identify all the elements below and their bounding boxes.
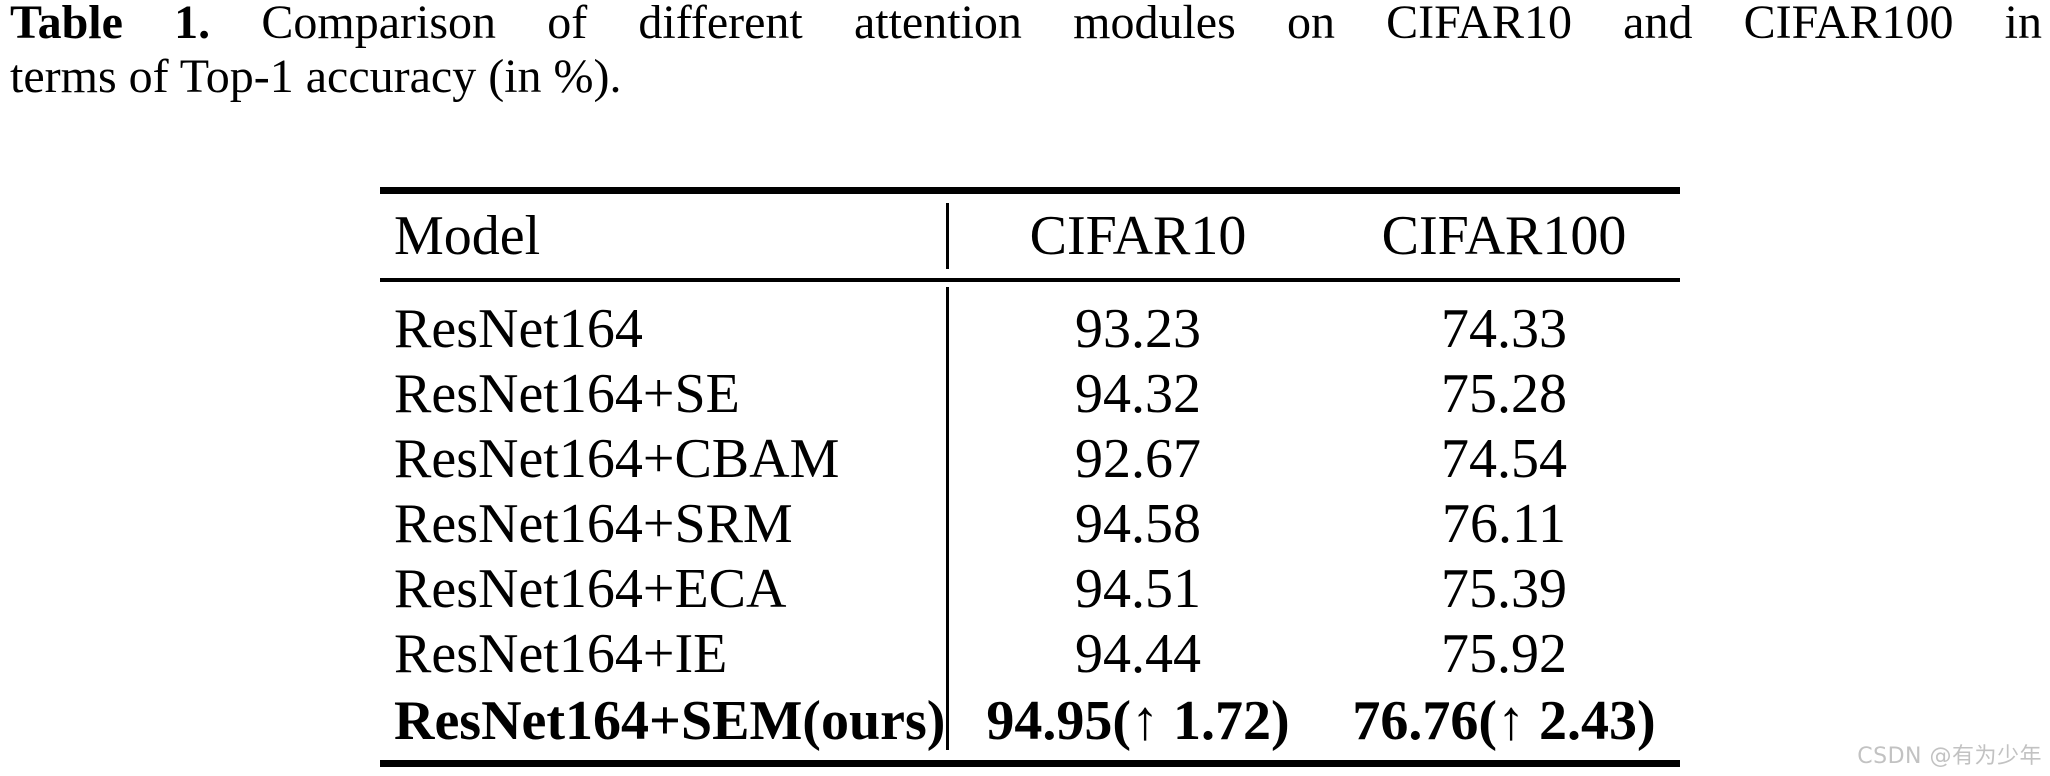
table-top-rule: [380, 187, 1680, 194]
table-mid-rule: [380, 278, 1680, 282]
cifar100-cell: 76.11: [1442, 492, 1566, 555]
cifar10-cell: 94.32: [1075, 362, 1201, 425]
table-row: ResNet164 93.23 74.33: [380, 296, 1680, 361]
table-row: ResNet164+SRM 94.58 76.11: [380, 491, 1680, 556]
cifar100-cell: 74.54: [1441, 427, 1567, 490]
column-header-cifar100: CIFAR100: [1381, 205, 1627, 267]
cifar10-cell: 93.23: [1075, 297, 1201, 360]
caption-line-1: Table 1. Comparison of different attenti…: [10, 0, 2042, 50]
model-cell: ResNet164+SRM: [394, 492, 793, 555]
model-cell: ResNet164+ECA: [394, 557, 787, 620]
cifar100-cell: 74.33: [1441, 297, 1567, 360]
cifar10-cell: 94.58: [1075, 492, 1201, 555]
cifar10-cell: 94.95(↑ 1.72): [986, 690, 1290, 752]
table-row-ours: ResNet164+SEM(ours) 94.95(↑ 1.72) 76.76(…: [380, 686, 1680, 756]
table-bottom-rule: [380, 760, 1680, 767]
cifar100-cell: 75.39: [1441, 557, 1567, 620]
table-caption: Table 1. Comparison of different attenti…: [10, 0, 2042, 104]
column-header-cifar10: CIFAR10: [1029, 205, 1247, 267]
model-cell: ResNet164+CBAM: [394, 427, 840, 490]
table-row: ResNet164+IE 94.44 75.92: [380, 621, 1680, 686]
cifar100-cell: 75.28: [1441, 362, 1567, 425]
model-cell: ResNet164: [394, 297, 643, 360]
cifar10-cell: 94.44: [1075, 622, 1201, 685]
model-cell: ResNet164+IE: [394, 622, 728, 685]
results-table: Model CIFAR10 CIFAR100 ResNet164 93.23 7…: [380, 187, 1680, 767]
cifar100-cell: 76.76(↑ 2.43): [1352, 690, 1656, 752]
csdn-watermark: CSDN @有为少年: [1857, 744, 2042, 769]
caption-text: Comparison of different attention module…: [261, 0, 2043, 49]
table-row: ResNet164+ECA 94.51 75.39: [380, 556, 1680, 621]
table-body: ResNet164 93.23 74.33 ResNet164+SE 94.32…: [380, 282, 1680, 760]
table-row: ResNet164+SE 94.32 75.28: [380, 361, 1680, 426]
model-cell: ResNet164+SE: [394, 362, 740, 425]
table-header-row: Model CIFAR10 CIFAR100: [380, 194, 1680, 278]
table-row: ResNet164+CBAM 92.67 74.54: [380, 426, 1680, 491]
caption-line-2: terms of Top-1 accuracy (in %).: [10, 50, 622, 103]
cifar100-cell: 75.92: [1441, 622, 1567, 685]
cifar10-cell: 92.67: [1075, 427, 1201, 490]
model-cell: ResNet164+SEM(ours): [394, 690, 946, 752]
caption-label: Table 1.: [10, 0, 211, 49]
column-header-model: Model: [394, 205, 541, 267]
cifar10-cell: 94.51: [1075, 557, 1201, 620]
